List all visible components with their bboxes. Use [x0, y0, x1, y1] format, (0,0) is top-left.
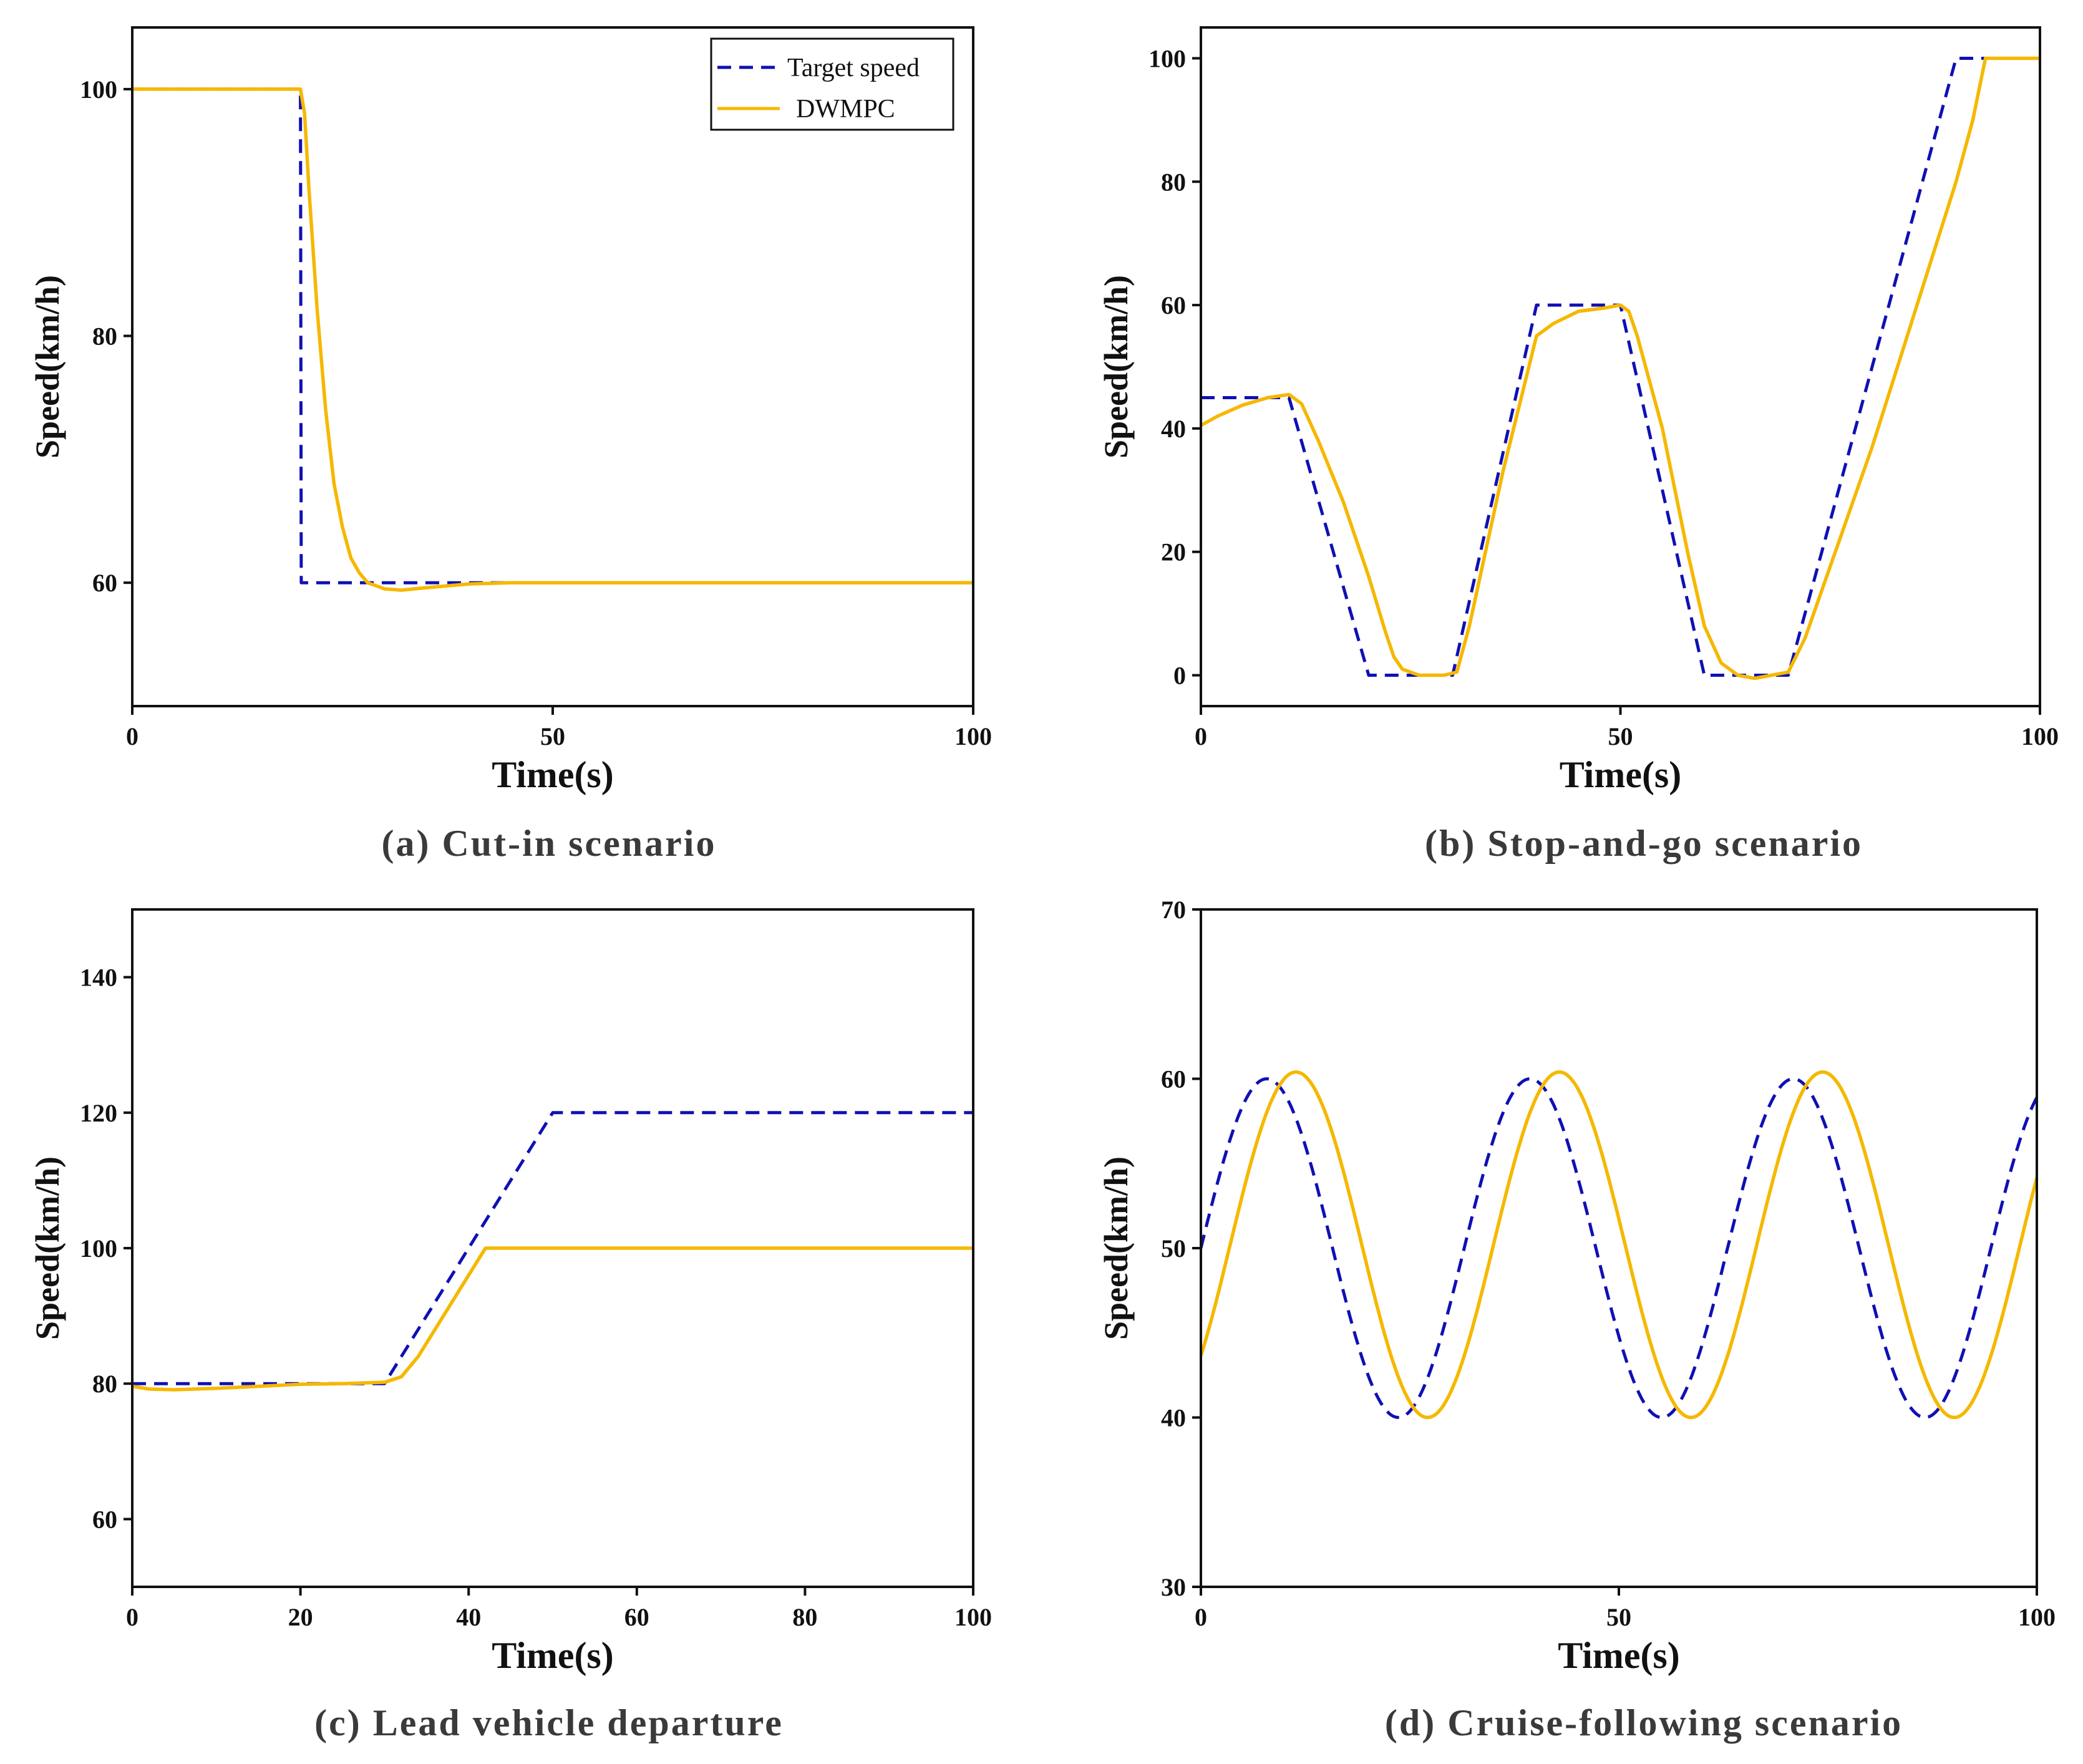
dwmpc-line	[132, 87, 973, 592]
subplot-d: 0 50 100 30 40 50 60 70 Time(s) Speed(km/h)	[1097, 896, 2056, 1676]
caption-a: (a) Cut-in scenario	[382, 823, 717, 864]
y-tick-label: 40	[1161, 415, 1186, 443]
caption-b: (b) Stop-and-go scenario	[1425, 823, 1863, 864]
y-tick-label: 70	[1161, 896, 1186, 924]
x-tick-label: 100	[2021, 722, 2059, 750]
dwmpc-line	[132, 1246, 973, 1392]
legend: Target speed DWMPC	[710, 37, 954, 131]
legend-dwmpc-label: DWMPC	[796, 95, 895, 124]
y-tick-label: 60	[92, 569, 117, 597]
plot-frame	[1200, 908, 2038, 1588]
x-axis-label: Time(s)	[1558, 1635, 1680, 1676]
caption-d: (d) Cruise-following scenario	[1385, 1702, 1903, 1743]
x-tick-label: 0	[126, 722, 138, 750]
caption-c: (c) Lead vehicle departure	[314, 1702, 784, 1743]
x-tick-label: 60	[624, 1603, 649, 1631]
legend-target-label: Target speed	[787, 54, 920, 82]
x-tick-label: 100	[954, 722, 992, 750]
y-tick-label: 140	[80, 964, 117, 992]
y-axis-label: Speed(km/h)	[29, 275, 66, 458]
x-tick-label: 40	[456, 1603, 481, 1631]
x-tick-label: 20	[288, 1603, 313, 1631]
y-tick-label: 80	[1161, 168, 1186, 196]
y-axis-label: Speed(km/h)	[29, 1156, 66, 1340]
dwmpc-line	[1199, 1070, 2039, 1420]
x-tick-label: 50	[1608, 722, 1633, 750]
legend-box	[710, 37, 954, 131]
y-tick-label: 60	[92, 1505, 117, 1533]
x-tick-label: 0	[1195, 722, 1207, 750]
x-tick-label: 50	[540, 722, 565, 750]
plot-frame	[1200, 26, 2041, 707]
target-speed-line	[1199, 1077, 2039, 1419]
y-tick-label: 100	[80, 1234, 117, 1262]
y-tick-label: 100	[80, 75, 117, 104]
y-axis-label: Speed(km/h)	[1097, 1156, 1135, 1340]
y-tick-label: 60	[1161, 1065, 1186, 1093]
subplot-b: 0 50 100 0 20 40 60 80 100 Time(s) Speed(km/h)	[1097, 26, 2059, 795]
x-tick-label: 100	[2018, 1603, 2056, 1631]
y-tick-label: 80	[92, 1370, 117, 1398]
y-tick-label: 60	[1161, 291, 1186, 319]
subplot-c: 0 20 40 60 80 100 60 80 100 120 140 Time(s) Speed(km…	[29, 908, 992, 1676]
y-tick-label: 0	[1173, 662, 1186, 690]
target-speed-line	[1201, 57, 2040, 677]
y-tick-label: 30	[1161, 1573, 1186, 1601]
y-tick-label: 80	[92, 322, 117, 351]
x-tick-label: 100	[954, 1603, 992, 1631]
y-tick-label: 120	[80, 1099, 117, 1127]
x-tick-label: 0	[126, 1603, 138, 1631]
y-tick-label: 40	[1161, 1404, 1186, 1432]
y-tick-label: 20	[1161, 538, 1186, 566]
x-tick-label: 50	[1606, 1603, 1631, 1631]
x-tick-label: 0	[1195, 1603, 1207, 1631]
y-axis-label: Speed(km/h)	[1097, 275, 1135, 458]
y-tick-label: 100	[1148, 44, 1186, 72]
x-axis-label: Time(s)	[1560, 754, 1682, 795]
dwmpc-line	[1200, 56, 2040, 681]
subplot-a: 0 50 100 60 80 100 Time(s) Speed(km/h)	[29, 26, 992, 795]
y-tick-label: 50	[1161, 1234, 1186, 1262]
x-tick-label: 80	[792, 1603, 817, 1631]
target-speed-line	[132, 87, 511, 584]
x-axis-label: Time(s)	[492, 754, 614, 795]
x-axis-label: Time(s)	[492, 1635, 614, 1676]
